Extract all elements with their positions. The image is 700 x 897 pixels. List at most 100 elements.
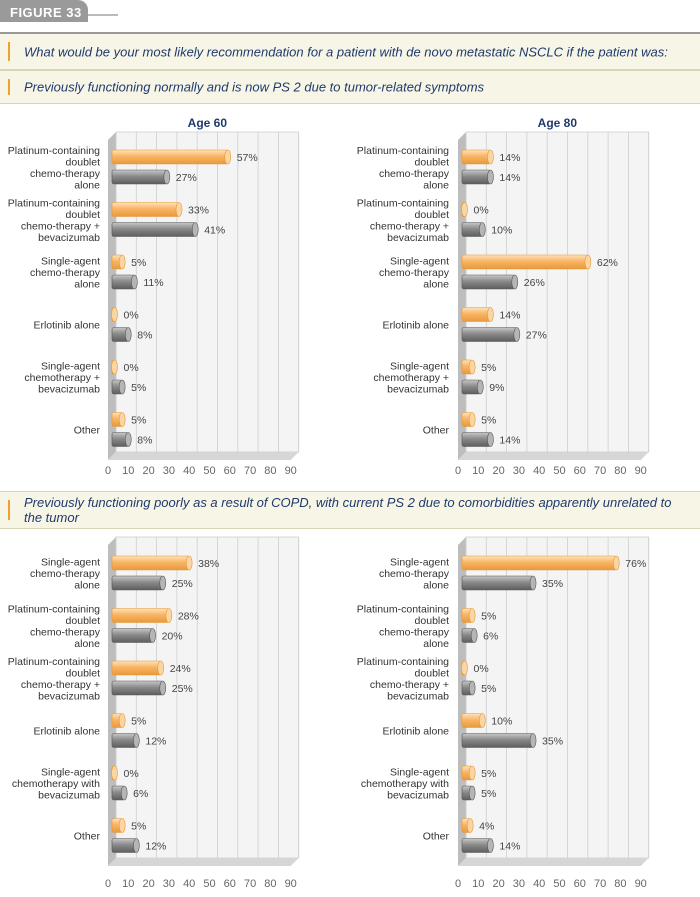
bar-orange	[461, 149, 491, 165]
category-label: Erlotinib alone	[33, 726, 100, 738]
bar-cap	[165, 608, 173, 623]
x-tick-label: 60	[574, 878, 586, 890]
category-label: Single-agent chemotherapy + bevacizumab	[24, 361, 100, 396]
x-tick-label: 70	[594, 878, 606, 890]
data-label: 0%	[124, 768, 139, 780]
data-label: 9%	[489, 382, 504, 394]
category-label: Single-agent chemo-therapy alone	[30, 557, 101, 592]
bar-gray	[111, 169, 168, 185]
category-label: Erlotinib alone	[33, 320, 100, 332]
figure-rule	[88, 14, 118, 16]
bar-cap	[133, 733, 140, 748]
bar-orange	[461, 254, 589, 270]
bar-gray	[111, 222, 196, 237]
category-label: Erlotinib alone	[382, 726, 449, 738]
data-label: 11%	[143, 277, 163, 289]
x-tick-label: 80	[614, 878, 626, 890]
chart-2: 0 10 20 30 40 50 60 70 80 90 Age 80 Platinum-contai…	[357, 116, 650, 477]
scenario-2-panel: Previously functioning poorly as a resul…	[0, 491, 700, 529]
data-label: 41%	[204, 225, 225, 237]
bar-orange	[111, 608, 170, 623]
x-tick-label: 0	[455, 465, 461, 477]
data-label: 8%	[137, 330, 152, 342]
category-label: Platinum-containing doublet chemo-therapy a…	[8, 145, 101, 192]
bar-cap	[175, 202, 183, 217]
bar-cap	[511, 274, 519, 290]
scenario-1-text: Previously functioning normally and is n…	[24, 79, 485, 95]
category-label: Other	[74, 831, 101, 843]
x-tick-label: 90	[635, 878, 647, 890]
data-label: 12%	[145, 736, 166, 748]
data-label: 76%	[625, 558, 646, 570]
bar-cap	[124, 327, 132, 342]
x-tick-label: 0	[455, 878, 461, 890]
category-label: Other	[74, 425, 101, 437]
x-tick-label: 20	[492, 465, 504, 477]
chart-title: Age 60	[188, 116, 228, 130]
scenario-2-text: Previously functioning poorly as a resul…	[24, 495, 672, 525]
bar-gray	[111, 838, 137, 853]
bar-cap	[118, 379, 126, 395]
bar-orange	[461, 307, 491, 322]
bar-orange	[111, 555, 190, 571]
bar-orange	[111, 202, 180, 217]
category-label: Platinum-containing doublet chemo-therapy a…	[8, 603, 101, 650]
data-label: 5%	[481, 768, 496, 780]
bar-cap	[118, 412, 126, 427]
category-label: Platinum-containing doublet chemo-therapy …	[357, 197, 449, 244]
bar-cap	[120, 785, 128, 801]
figure-label: FIGURE 33	[0, 0, 88, 22]
x-tick-label: 10	[122, 878, 134, 890]
plot-back-wall	[115, 536, 300, 859]
bar-gray	[111, 274, 135, 290]
bar-cap	[461, 660, 468, 676]
bar-orange	[461, 555, 617, 571]
bar-cap	[224, 149, 232, 165]
bar-cap	[478, 713, 486, 728]
data-label: 5%	[481, 362, 496, 374]
bar-orange	[111, 149, 229, 165]
category-label: Erlotinib alone	[382, 320, 449, 332]
bar-cap	[111, 359, 118, 375]
x-tick-label: 60	[574, 465, 586, 477]
data-label: 5%	[481, 683, 496, 695]
question-text: What would be your most likely recommend…	[24, 44, 668, 59]
data-label: 38%	[198, 558, 219, 570]
bar-gray	[461, 838, 491, 853]
bar-cap	[118, 713, 126, 728]
data-label: 25%	[172, 578, 193, 590]
data-label: 5%	[481, 788, 496, 800]
category-label: Other	[423, 831, 450, 843]
bar-cap	[487, 838, 494, 853]
bar-cap	[185, 555, 193, 571]
x-tick-label: 70	[244, 878, 256, 890]
bar-cap	[118, 818, 126, 833]
data-label: 5%	[131, 415, 146, 427]
x-tick-label: 90	[285, 878, 297, 890]
data-label: 5%	[481, 415, 496, 427]
bar-cap	[468, 785, 476, 801]
data-label: 5%	[131, 257, 146, 269]
category-label: Platinum-containing doublet chemo-therapy a…	[357, 145, 450, 192]
data-label: 57%	[237, 152, 258, 164]
bar-cap	[163, 169, 171, 185]
bar-cap	[487, 149, 494, 165]
data-label: 10%	[491, 716, 512, 728]
bar-cap	[470, 628, 478, 643]
x-tick-label: 50	[203, 878, 215, 890]
bar-cap	[191, 222, 199, 237]
bar-cap	[159, 680, 167, 696]
bar-cap	[468, 412, 476, 427]
chart-1: 0 10 20 30 40 50 60 70 80 90 Age 60 Platinum-contai…	[8, 116, 300, 477]
bar-gray	[461, 274, 516, 290]
category-label: Platinum-containing doublet chemo-therapy …	[8, 656, 100, 703]
data-label: 12%	[145, 841, 166, 853]
category-label: Platinum-containing doublet chemo-therapy …	[357, 656, 449, 703]
data-label: 0%	[474, 663, 489, 675]
bar-cap	[149, 628, 156, 643]
x-tick-label: 70	[244, 465, 256, 477]
data-label: 62%	[597, 257, 618, 269]
bar-cap	[461, 202, 468, 217]
x-tick-label: 30	[163, 465, 175, 477]
